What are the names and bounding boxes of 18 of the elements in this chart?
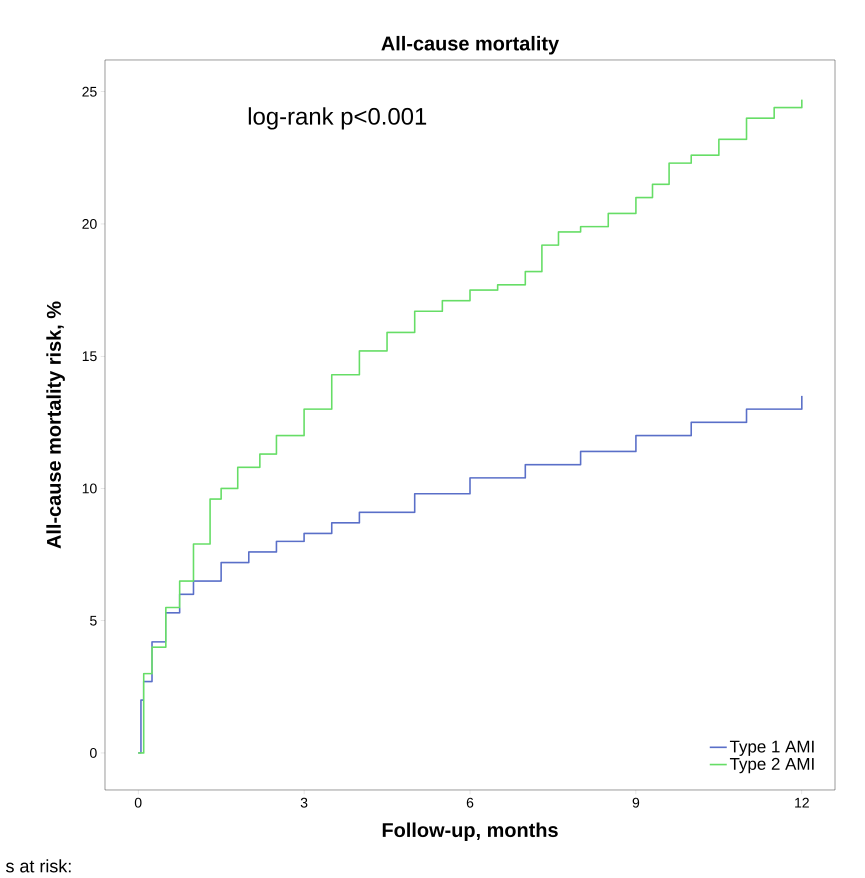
- y-axis-title: All-cause mortality risk, %: [46, 302, 65, 549]
- x-tick-label: 6: [466, 798, 474, 808]
- x-tick-label: 9: [632, 798, 640, 808]
- annotation: log-rank p<0.001: [248, 107, 426, 130]
- legend-label: Type 2 AMI: [730, 758, 814, 774]
- legend-label: Type 1 AMI: [730, 740, 814, 756]
- x-tick-label: 0: [134, 798, 142, 808]
- x-tick-label: 12: [795, 798, 809, 808]
- y-tick-label: 5: [90, 616, 97, 626]
- y-tick-label: 25: [82, 86, 97, 97]
- text: s at risk:: [6, 859, 71, 872]
- y-tick-label: 15: [82, 351, 97, 362]
- x-axis-title: Follow-up, months: [382, 822, 558, 842]
- x-tick-label: 3: [300, 798, 308, 808]
- y-tick-label: 20: [82, 219, 97, 229]
- y-tick-label: 0: [90, 748, 97, 758]
- chart-title: All-cause mortality: [381, 36, 559, 54]
- y-tick-label: 10: [82, 484, 97, 494]
